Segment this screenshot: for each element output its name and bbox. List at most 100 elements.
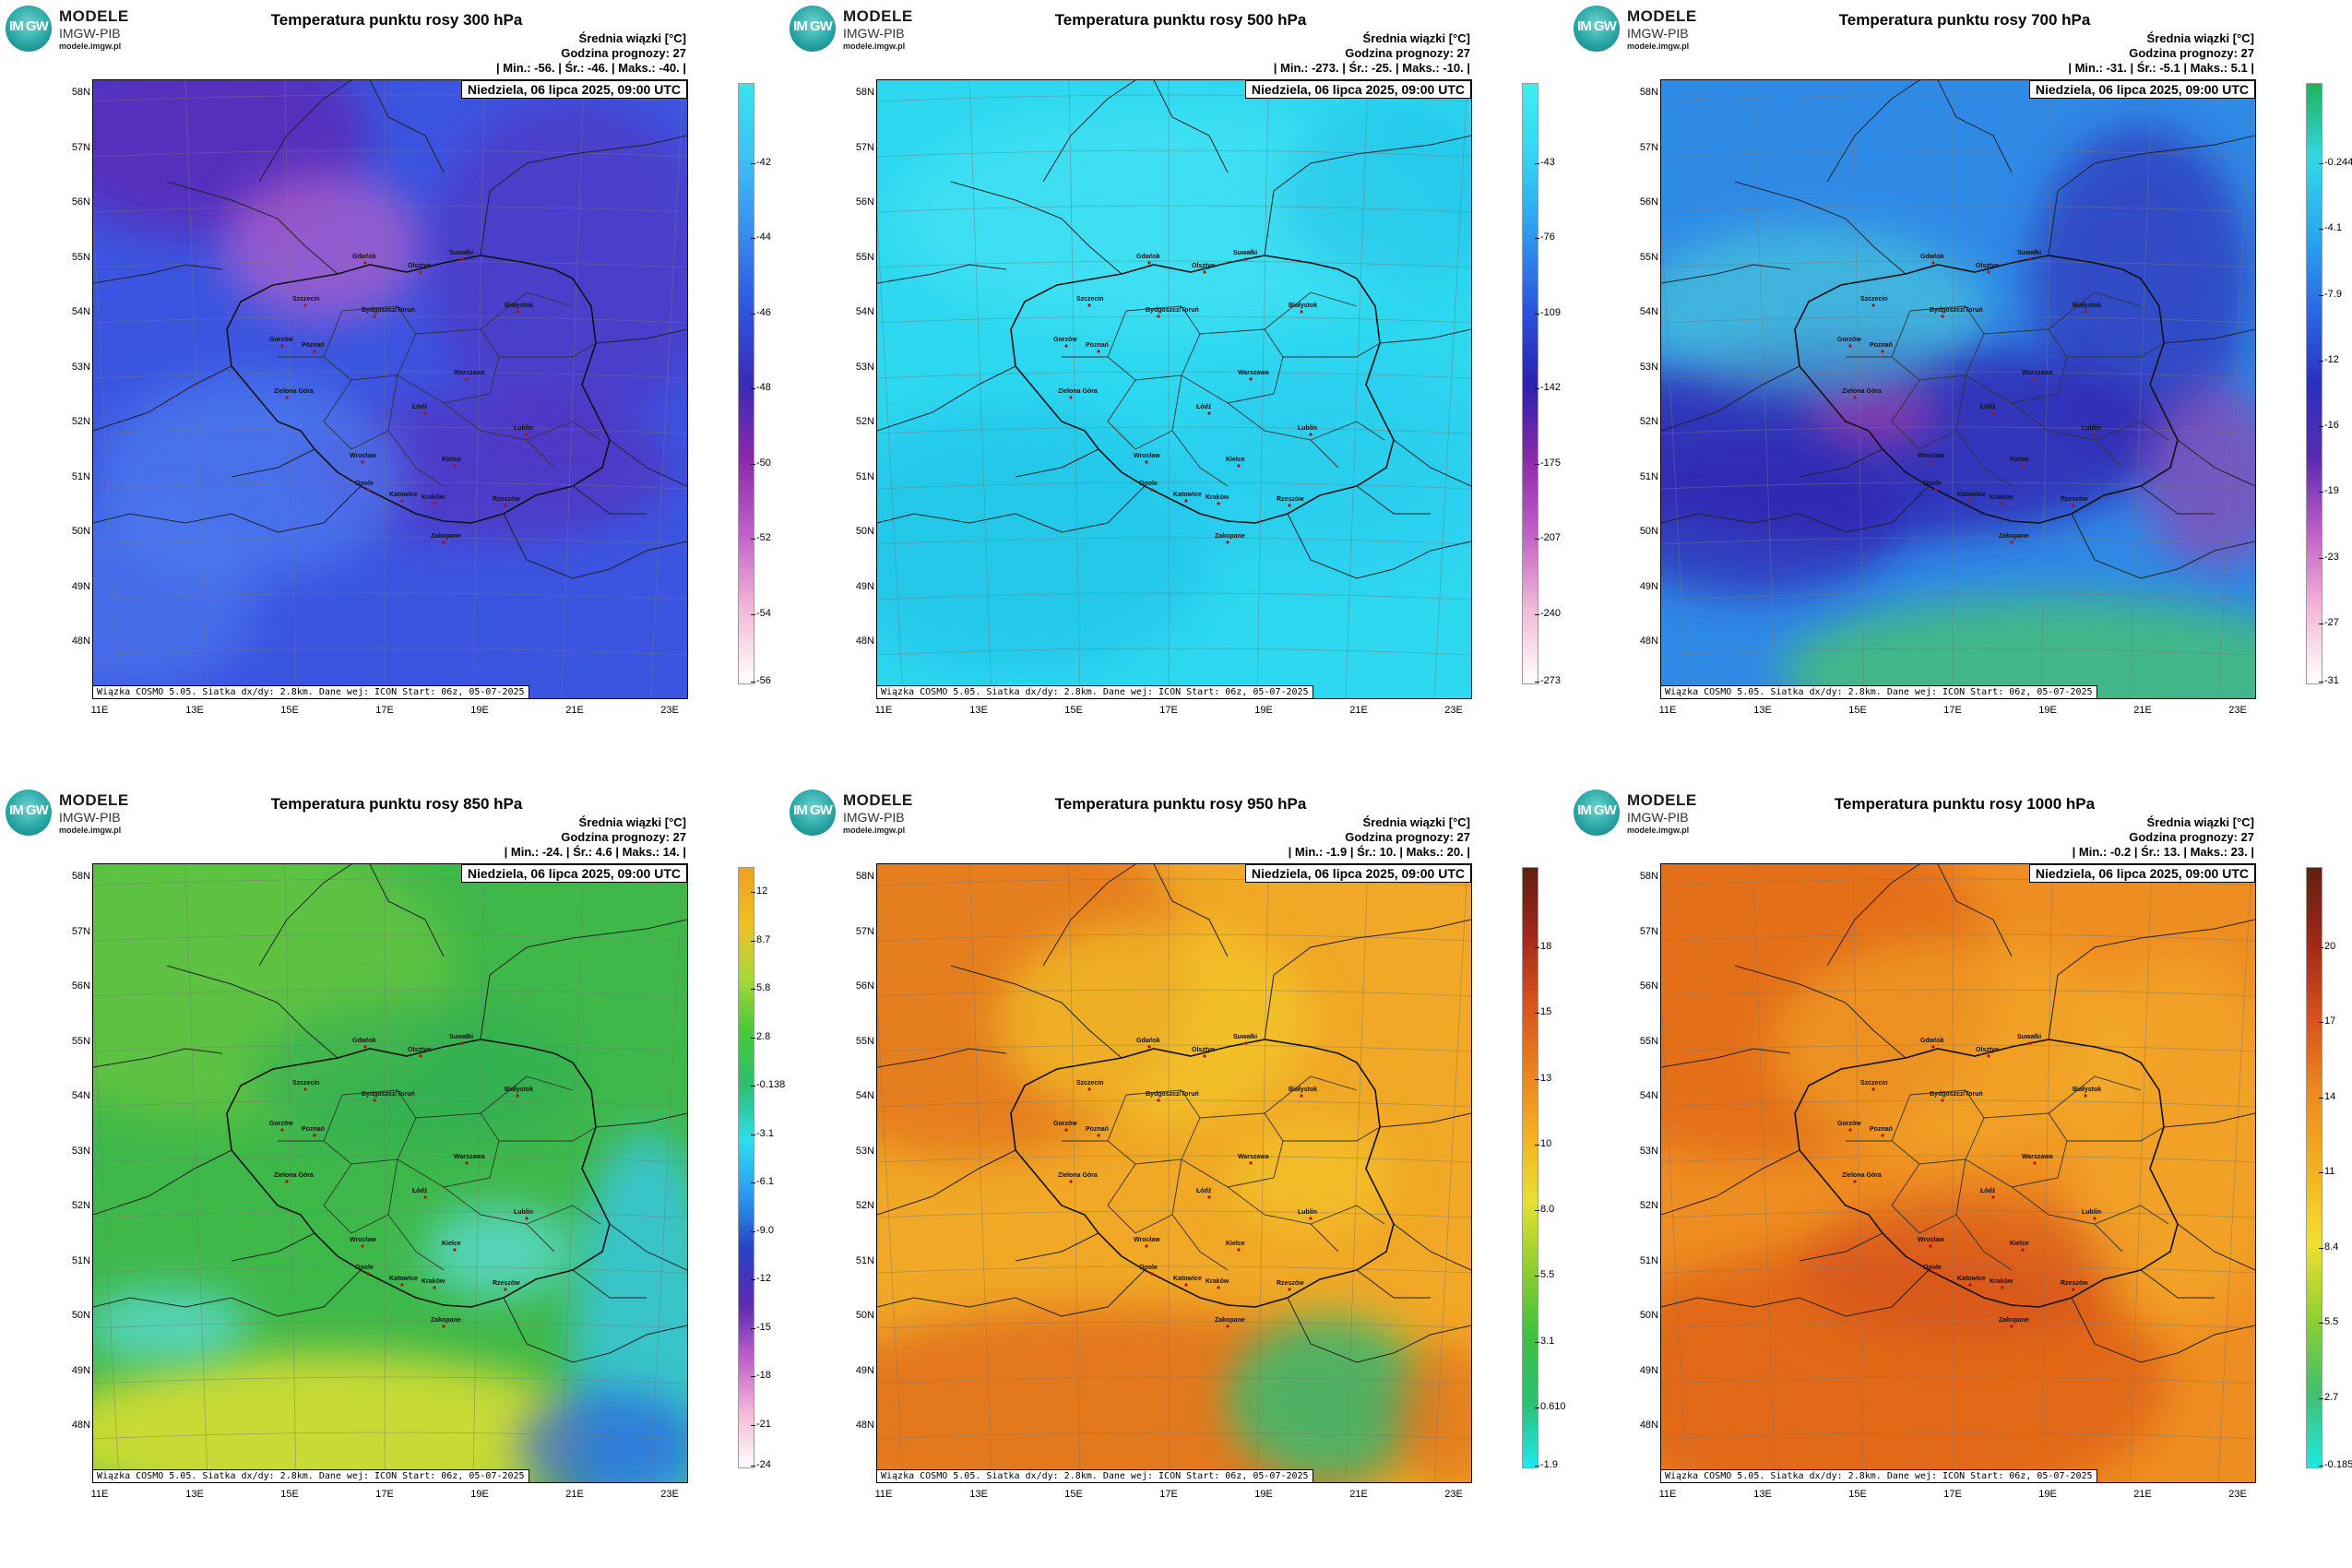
latitude-gridline xyxy=(877,1155,1471,1163)
border-line xyxy=(609,439,687,487)
city-marker xyxy=(280,344,284,348)
colorbar-tick: 12 xyxy=(750,885,768,897)
map-field xyxy=(93,80,687,698)
city-marker xyxy=(1987,1054,1990,1058)
latitude-label: 58N xyxy=(71,87,90,98)
colorbar-tick: -31 xyxy=(2319,675,2339,686)
latitude-gridline xyxy=(93,989,687,997)
region-border xyxy=(480,1075,574,1114)
latitude-label: 53N xyxy=(71,361,90,373)
map-area[interactable]: Niedziela, 06 lipca 2025, 09:00 UTC Wiąz… xyxy=(92,863,688,1483)
imgw-logo[interactable]: IM GW MODELE IMGW-PIB modele.imgw.pl xyxy=(1574,6,1712,53)
city-marker xyxy=(1184,499,1188,503)
region-border xyxy=(1264,1075,1358,1114)
colorbar-tick: -21 xyxy=(751,1418,771,1430)
border-line xyxy=(1356,1269,1431,1299)
latitude-label: 53N xyxy=(1639,361,1658,373)
region-border xyxy=(443,1186,555,1253)
border-line xyxy=(877,1269,1146,1317)
city-label: Białystok xyxy=(505,303,534,309)
region-border xyxy=(2048,291,2142,330)
longitude-gridline xyxy=(877,210,904,698)
map-area[interactable]: Niedziela, 06 lipca 2025, 09:00 UTC Wiąz… xyxy=(1660,863,2256,1483)
region-border xyxy=(2094,1205,2169,1225)
latitude-label: 49N xyxy=(71,1364,90,1376)
latitude-label: 54N xyxy=(71,1090,90,1101)
logo-url[interactable]: modele.imgw.pl xyxy=(1627,826,1690,835)
border-line xyxy=(1937,864,2013,957)
region-border xyxy=(443,402,555,469)
logo-mark: IM GW xyxy=(1577,802,1617,818)
colorbar-tick: -3.1 xyxy=(751,1127,774,1139)
longitude-gridline xyxy=(1752,80,1776,698)
city-label: Poznań xyxy=(1086,342,1109,349)
border-line xyxy=(1015,1232,1099,1262)
city-label: Zakopane xyxy=(1215,533,1245,540)
longitude-label: 17E xyxy=(1943,1489,1962,1500)
city-marker xyxy=(1881,1134,1884,1137)
longitude-label: 23E xyxy=(2228,1489,2247,1500)
logo-url[interactable]: modele.imgw.pl xyxy=(59,42,122,51)
region-border xyxy=(1227,402,1339,469)
longitude-gridline xyxy=(1256,864,1269,1482)
city-marker xyxy=(1217,502,1220,505)
imgw-logo[interactable]: IM GW MODELE IMGW-PIB modele.imgw.pl xyxy=(1574,790,1712,837)
border-line xyxy=(1287,513,1471,579)
city-marker xyxy=(1157,1099,1160,1102)
longitude-label: 13E xyxy=(1753,705,1772,716)
logo-url[interactable]: modele.imgw.pl xyxy=(843,42,906,51)
map-area[interactable]: Niedziela, 06 lipca 2025, 09:00 UTC Wiąz… xyxy=(1660,79,2256,699)
imgw-logo[interactable]: IM GW MODELE IMGW-PIB modele.imgw.pl xyxy=(790,790,928,837)
city-label: Bydgoszcz/Toruń xyxy=(1146,307,1199,314)
city-marker xyxy=(400,499,404,503)
latitude-gridline xyxy=(93,647,687,656)
map-area[interactable]: Niedziela, 06 lipca 2025, 09:00 UTC Wiąz… xyxy=(92,79,688,699)
map-area[interactable]: Niedziela, 06 lipca 2025, 09:00 UTC Wiąz… xyxy=(876,79,1472,699)
city-label: Gdańsk xyxy=(1136,254,1160,260)
imgw-logo[interactable]: IM GW MODELE IMGW-PIB modele.imgw.pl xyxy=(6,790,144,837)
city-marker xyxy=(1881,350,1884,353)
longitude-gridline xyxy=(2217,864,2252,1482)
border-line xyxy=(1661,485,1930,533)
latitude-label: 51N xyxy=(1639,1254,1658,1266)
border-line xyxy=(480,135,687,256)
imgw-logo[interactable]: IM GW MODELE IMGW-PIB modele.imgw.pl xyxy=(6,6,144,53)
city-marker xyxy=(373,315,376,318)
city-marker xyxy=(1069,396,1073,399)
city-label: Zielona Góra xyxy=(274,388,314,395)
map-area[interactable]: Niedziela, 06 lipca 2025, 09:00 UTC Wiąz… xyxy=(876,863,1472,1483)
border-line xyxy=(1661,1269,1930,1317)
forecast-hour: Godzina prognozy: 27 xyxy=(2129,46,2254,60)
date-label: Niedziela, 06 lipca 2025, 09:00 UTC xyxy=(1244,864,1471,883)
region-border xyxy=(1283,342,1381,358)
border-line xyxy=(1153,80,1229,173)
forecast-hour: Godzina prognozy: 27 xyxy=(561,46,686,60)
longitude-gridline xyxy=(184,80,208,698)
longitude-label: 17E xyxy=(375,1489,394,1500)
map-panel-6: IM GW MODELE IMGW-PIB modele.imgw.pl Tem… xyxy=(1568,784,2352,1568)
region-border xyxy=(1227,1186,1339,1253)
colorbar-tick: -6.1 xyxy=(751,1176,774,1187)
logo-url[interactable]: modele.imgw.pl xyxy=(1627,42,1690,51)
map-field xyxy=(93,864,687,1482)
city-marker xyxy=(1931,261,1935,265)
colorbar-tick: -142 xyxy=(1534,382,1562,394)
longitude-gridline xyxy=(1068,864,1081,1482)
latitude-gridline xyxy=(1661,371,2255,379)
city-marker xyxy=(1069,1180,1073,1183)
imgw-logo[interactable]: IM GW MODELE IMGW-PIB modele.imgw.pl xyxy=(790,6,928,53)
logo-url[interactable]: modele.imgw.pl xyxy=(59,826,122,835)
city-marker xyxy=(1237,1248,1241,1252)
date-label: Niedziela, 06 lipca 2025, 09:00 UTC xyxy=(1244,80,1471,99)
city-marker xyxy=(1097,350,1100,353)
longitude-gridline xyxy=(284,864,297,1482)
latitude-label: 54N xyxy=(855,306,874,317)
country-outline xyxy=(226,1039,611,1308)
latitude-gridline xyxy=(877,592,1471,600)
longitude-label: 11E xyxy=(90,705,109,716)
city-label: Zielona Góra xyxy=(1842,1172,1882,1179)
logo-url[interactable]: modele.imgw.pl xyxy=(843,826,906,835)
border-line xyxy=(1042,864,1136,967)
city-label: Łódź xyxy=(1980,1188,1996,1194)
city-label: Gdańsk xyxy=(352,1038,376,1044)
